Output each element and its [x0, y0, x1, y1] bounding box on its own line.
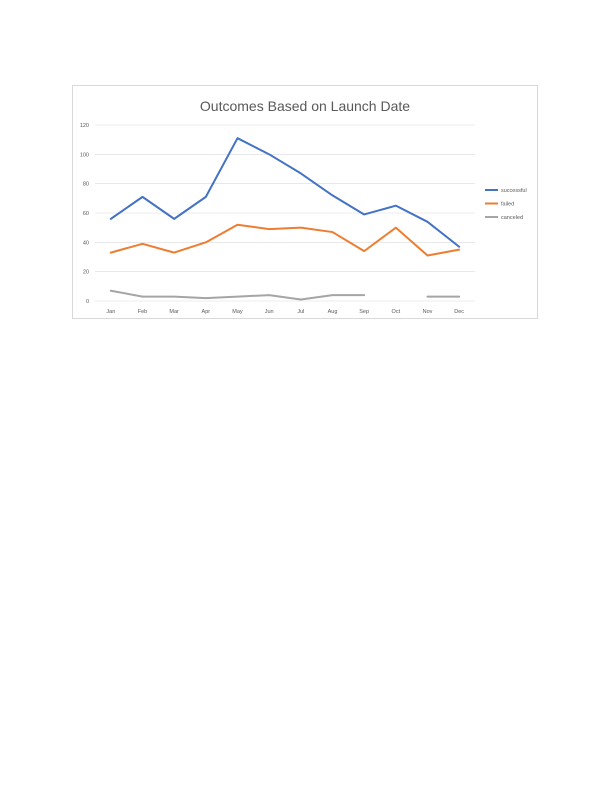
- legend-label-canceled: canceled: [501, 215, 523, 221]
- series-line-successful: [109, 137, 461, 248]
- x-tick-label: Mar: [169, 309, 179, 315]
- x-tick-label: Dec: [454, 309, 464, 315]
- x-tick-label: Nov: [423, 309, 433, 315]
- legend-label-failed: failed: [501, 202, 514, 208]
- x-tick-label: Oct: [392, 309, 401, 315]
- y-tick-label: 60: [83, 211, 89, 217]
- chart-container: Outcomes Based on Launch Date 0 20 40 60 80 1…: [72, 85, 538, 319]
- y-tick-label: 0: [86, 299, 89, 305]
- series-line-failed: [109, 223, 461, 257]
- x-tick-label: May: [232, 309, 243, 315]
- legend-label-successful: successful: [501, 188, 527, 194]
- y-tick-label: 100: [80, 152, 89, 158]
- x-tick-label: Sep: [359, 309, 369, 315]
- series-line-canceled: [109, 289, 366, 301]
- x-tick-label: Feb: [138, 309, 147, 315]
- x-tick-label: Jun: [265, 309, 274, 315]
- y-tick-label: 120: [80, 123, 89, 129]
- y-tick-label: 40: [83, 240, 89, 246]
- line-chart: 0 20 40 60 80 100 120 Jan Feb Mar Apr May Jun Jul Aug S…: [80, 123, 527, 315]
- x-tick-label: Jul: [297, 309, 304, 315]
- x-tick-label: Aug: [328, 309, 338, 315]
- chart-title: Outcomes Based on Launch Date: [199, 98, 411, 114]
- y-tick-label: 80: [83, 182, 89, 188]
- x-tick-label: Apr: [202, 309, 211, 315]
- y-tick-label: 20: [83, 270, 89, 276]
- x-tick-label: Jan: [106, 309, 115, 315]
